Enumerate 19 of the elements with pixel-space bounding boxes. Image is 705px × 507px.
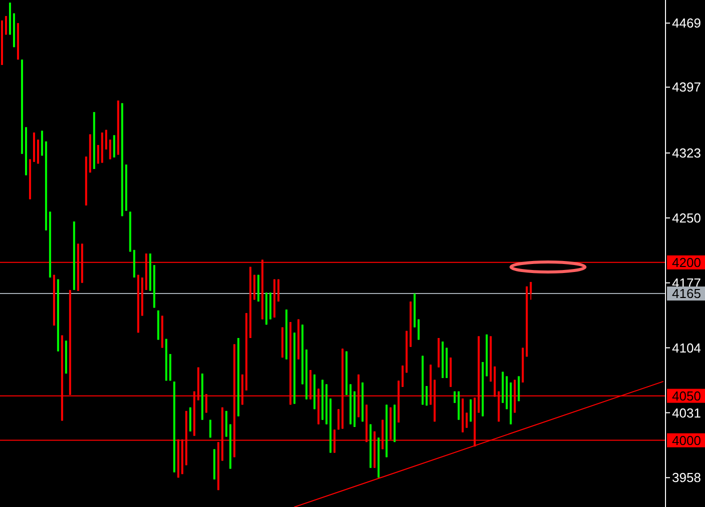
- y-tick-label: 4250: [672, 210, 701, 226]
- y-tick-label: 3958: [672, 470, 701, 486]
- candlestick: [418, 318, 420, 340]
- ref-line-label: 4000: [672, 432, 701, 448]
- candlestick: [426, 386, 428, 406]
- ref-line-label: 4200: [672, 254, 701, 270]
- y-tick-label: 4323: [672, 146, 701, 161]
- ref-line-label: 4050: [672, 388, 701, 404]
- candlestick: [466, 412, 468, 428]
- candlestick: [402, 365, 404, 388]
- y-tick-label: 4469: [672, 16, 701, 31]
- candlestick: [105, 129, 108, 150]
- y-tick-label: 4031: [672, 405, 701, 420]
- ref-line-label: 4165: [672, 286, 701, 302]
- candlestick: [530, 281, 532, 300]
- candlestick: [109, 139, 112, 160]
- candlestick: [113, 134, 116, 158]
- y-tick-label: 4104: [672, 340, 701, 356]
- y-tick-label: 4397: [672, 80, 701, 95]
